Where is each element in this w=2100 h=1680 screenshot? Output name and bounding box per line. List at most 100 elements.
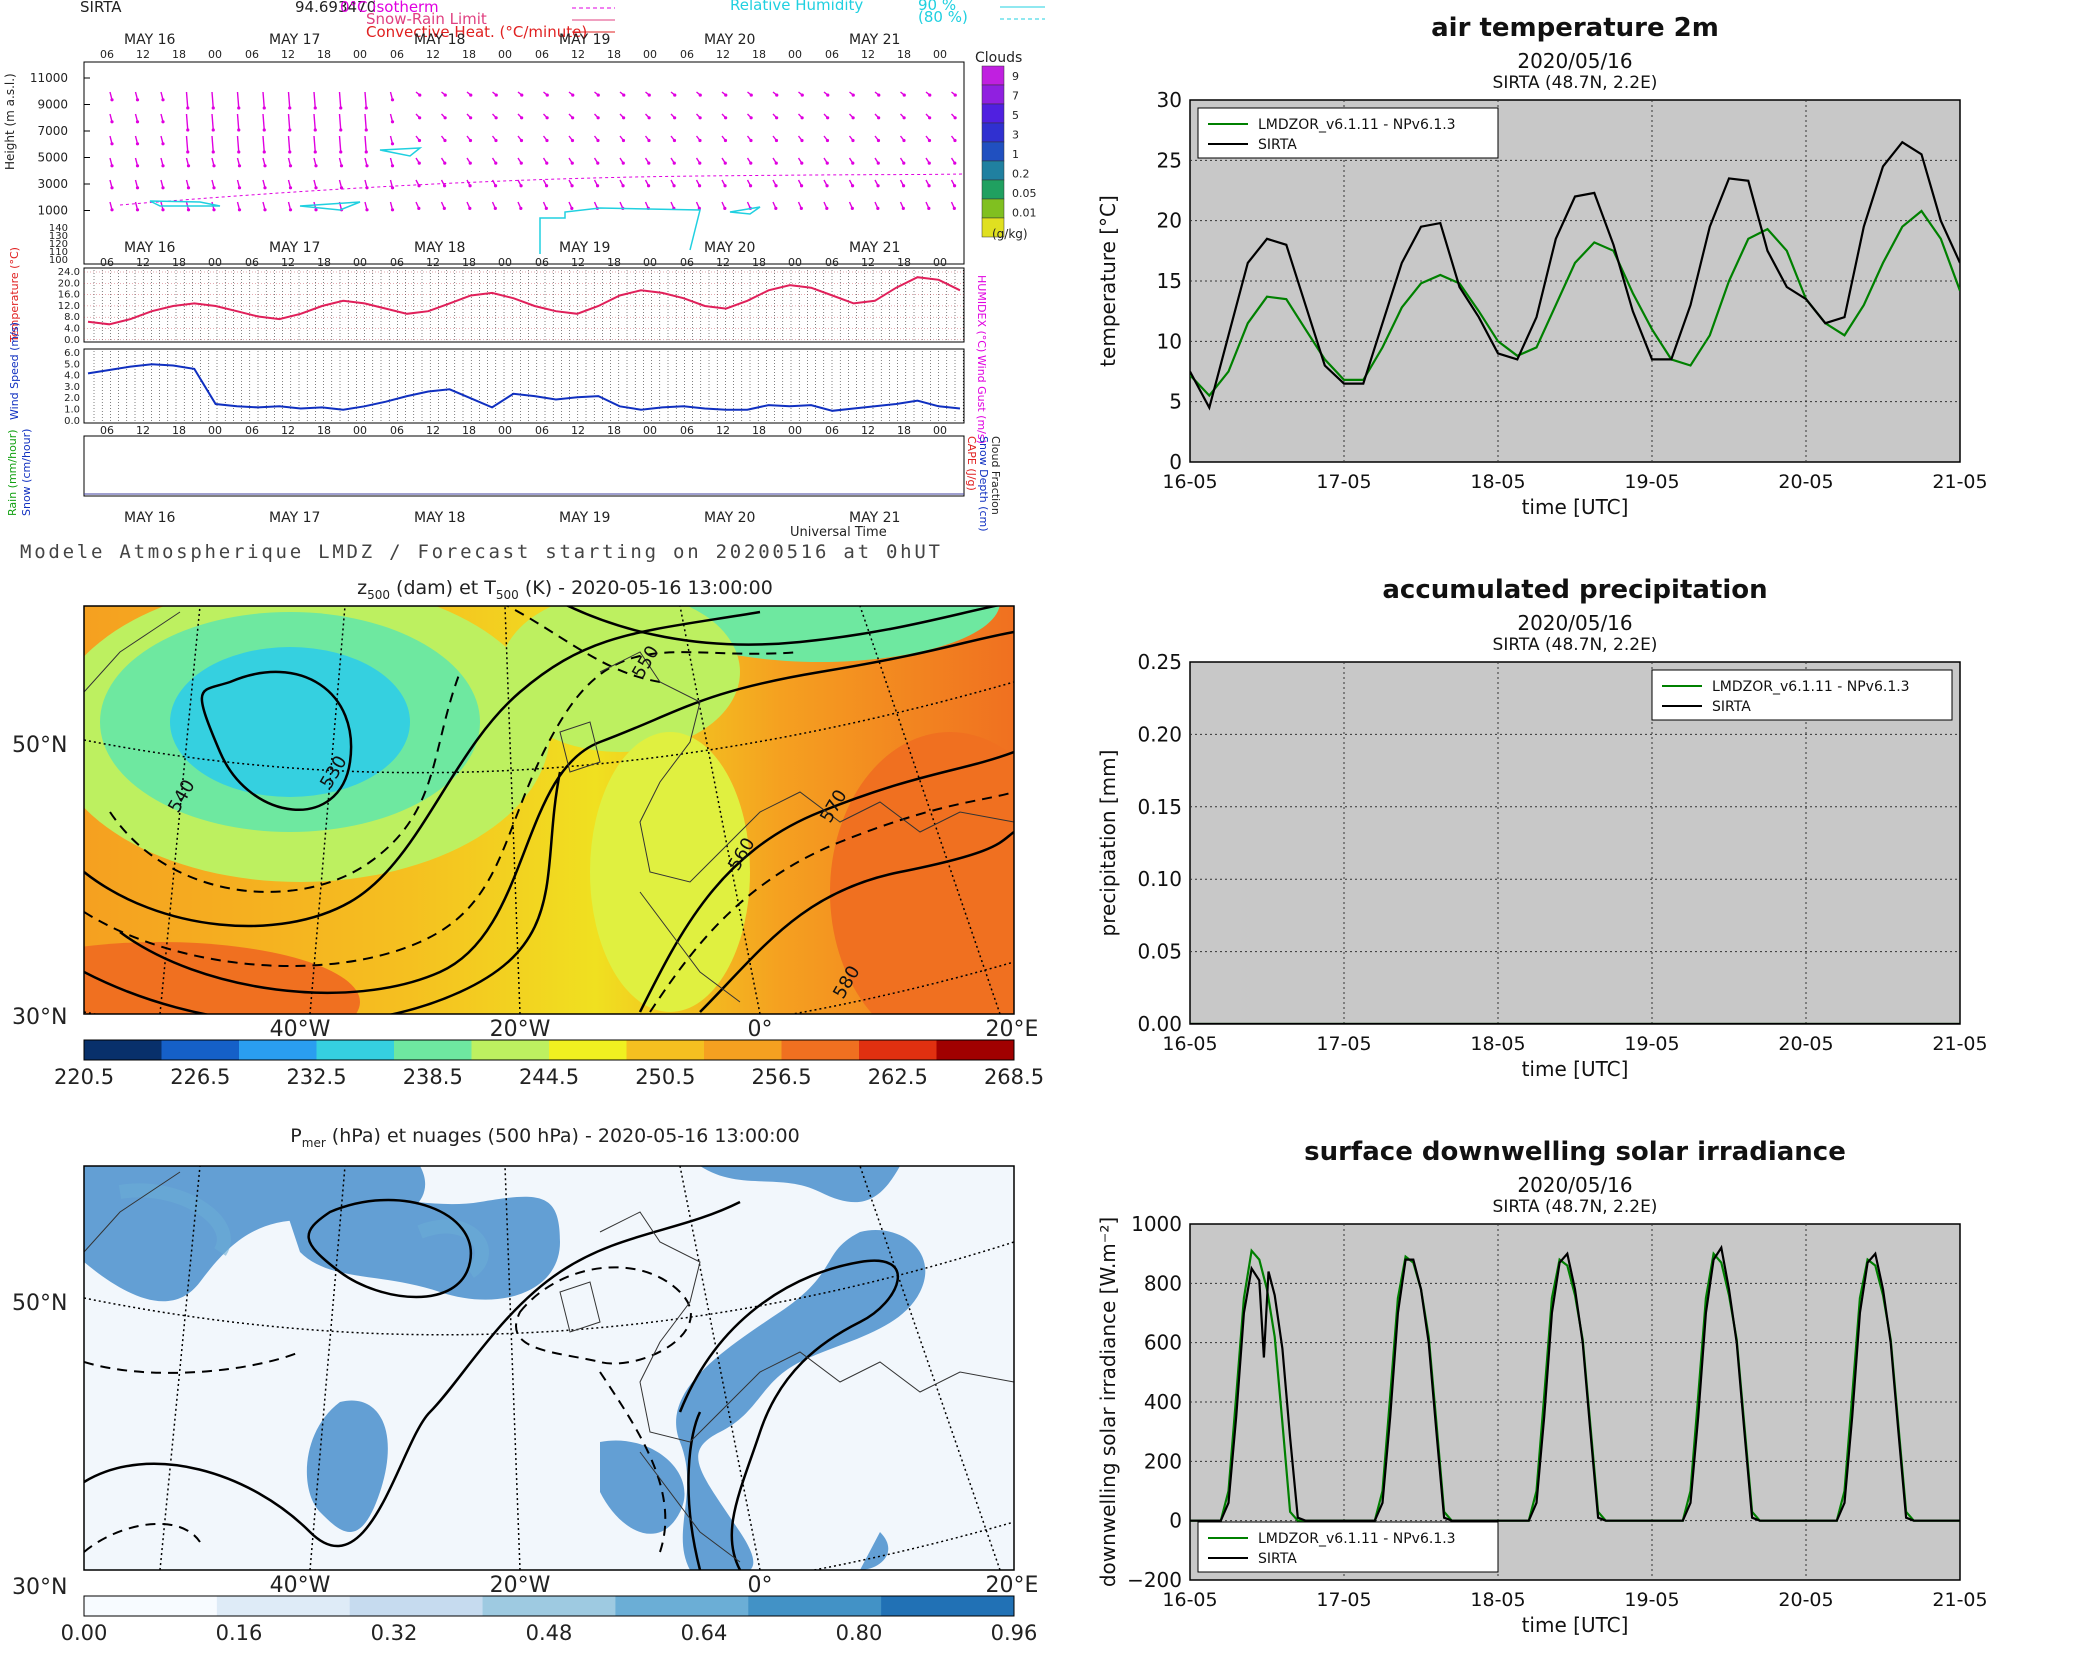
wind-arrow-head — [288, 164, 293, 168]
legend-box — [1651, 669, 1953, 721]
wind-arrow — [338, 91, 342, 109]
cloud-colorbar-tick: 0.01 — [1012, 207, 1037, 220]
map-pmer-clouds: Pmer (hPa) et nuages (500 hPa) - 2020-05… — [12, 1125, 1039, 1645]
colorbar-tick: 262.5 — [868, 1065, 928, 1089]
wind-arrow-head — [494, 93, 498, 97]
wind-arrow-head — [850, 206, 854, 210]
wind-arrow-head — [902, 116, 906, 120]
wind-arrow-head — [237, 186, 242, 190]
wind-arrow-head — [723, 184, 727, 188]
wind-arrow-head — [570, 206, 574, 210]
wind-arrow-head — [825, 161, 829, 165]
wind-tick: 1.0 — [64, 405, 80, 416]
wind-arrow-head — [161, 98, 165, 102]
y-tick-label: 800 — [1144, 1271, 1182, 1295]
wind-speed-panel — [83, 348, 965, 424]
hour-label: 18 — [317, 424, 331, 437]
colorbar-tick: 0.80 — [836, 1621, 883, 1645]
x-tick-label: 19-05 — [1624, 1589, 1679, 1611]
height-axis: 11000 9000 7000 5000 3000 1000 — [30, 71, 90, 218]
wind-arrow — [262, 91, 265, 109]
wind-arrow-head — [723, 206, 727, 210]
lat-label: 30°N — [12, 1005, 67, 1030]
wind-arrow-head — [211, 150, 215, 154]
hour-label: 18 — [462, 256, 476, 269]
wind-arrow-head — [390, 142, 395, 146]
hour-label: 00 — [933, 424, 947, 437]
wind-arrow — [262, 113, 265, 131]
map-a-field — [84, 606, 1014, 1014]
colorbar-swatch — [781, 1040, 860, 1060]
lon-label: 0° — [748, 1573, 773, 1598]
wind-arrow-head — [418, 116, 422, 120]
y-tick-label: 200 — [1144, 1449, 1182, 1473]
cloud-colorbar-tick: 3 — [1012, 129, 1019, 142]
panel-title: air temperature 2m — [1431, 13, 1719, 43]
wind-arrow-head — [110, 142, 114, 146]
colorbar-swatch — [615, 1596, 749, 1616]
day-label: MAY 19 — [559, 32, 610, 48]
wind-arrow-head — [647, 93, 651, 97]
temperature-tick: 0.0 — [64, 335, 80, 346]
hour-label: 18 — [172, 48, 186, 61]
wind-arrow-head — [110, 120, 114, 124]
rh-contours — [149, 147, 761, 254]
wind-arrow-head — [748, 184, 753, 188]
wind-arrow-head — [749, 161, 753, 165]
wind-arrow-head — [774, 206, 778, 210]
y-axis-label: downwelling solar irradiance [W.m⁻²] — [1096, 1217, 1120, 1587]
wind-arrow-head — [519, 184, 523, 188]
hour-label: 06 — [390, 256, 404, 269]
x-tick-label: 20-05 — [1778, 1033, 1833, 1055]
wind-arrow-head — [161, 164, 165, 168]
height-tick: 9000 — [37, 98, 68, 112]
map-a-title: z500 (dam) et T500 (K) - 2020-05-16 13:0… — [357, 577, 773, 602]
wind-arrow — [287, 113, 291, 131]
colorbar-tick: 0.48 — [526, 1621, 573, 1645]
map-b-lon-labels: 40°W 20°W 0° 20°E — [270, 1573, 1039, 1598]
wind-arrow — [211, 135, 214, 153]
colorbar-swatch — [216, 1596, 351, 1616]
wind-arrow-head — [263, 208, 267, 212]
hour-label: 18 — [172, 424, 186, 437]
map-a-lon-labels: 40°W 20°W 0° 20°E — [270, 1017, 1039, 1042]
wind-arrow-head — [237, 150, 241, 154]
hour-label: 00 — [208, 48, 222, 61]
wind-arrow-head — [313, 128, 317, 132]
wind-arrow-head — [314, 164, 318, 168]
wind-arrow-head — [110, 186, 114, 190]
wind-arrow-head — [390, 164, 395, 168]
snow-axis-label: Snow (cm/hour) — [20, 429, 33, 516]
colorbar-tick: 226.5 — [170, 1065, 230, 1089]
wind-arrow — [313, 113, 316, 131]
map-b-coastlines — [84, 1171, 1014, 1563]
wind-arrow-head — [596, 161, 600, 165]
colorbar-swatch — [84, 1596, 218, 1616]
wind-arrow-head — [364, 106, 368, 110]
wind-arrow-head — [622, 93, 626, 97]
temperature-tick: 4.0 — [64, 324, 80, 335]
plot-area — [1189, 661, 1961, 1025]
wind-arrow-head — [135, 120, 140, 124]
hour-label: 00 — [933, 48, 947, 61]
colorbar-tick: 0.32 — [371, 1621, 418, 1645]
wind-arrow-head — [365, 208, 369, 212]
hour-label: 12 — [136, 48, 150, 61]
day-label: MAY 16 — [124, 32, 175, 48]
wind-arrow-head — [774, 161, 778, 165]
hour-label: 06 — [535, 48, 549, 61]
lon-label: 20°E — [986, 1017, 1039, 1042]
wind-arrow-head — [443, 138, 447, 143]
wind-arrow-head — [673, 93, 677, 97]
wind-arrow-head — [443, 116, 447, 120]
colorbar-tick: 0.64 — [681, 1621, 728, 1645]
wind-arrow-head — [288, 128, 292, 132]
colorbar-swatch — [239, 1040, 317, 1060]
height-axis-label: Height (m a.s.l.) — [3, 73, 17, 170]
cloud-colorbar-swatch — [981, 103, 1005, 124]
colorbar-swatch — [626, 1040, 705, 1060]
wind-arrow-head — [724, 93, 728, 97]
colorbar-swatch — [482, 1596, 616, 1616]
x-tick-label: 19-05 — [1624, 471, 1679, 493]
